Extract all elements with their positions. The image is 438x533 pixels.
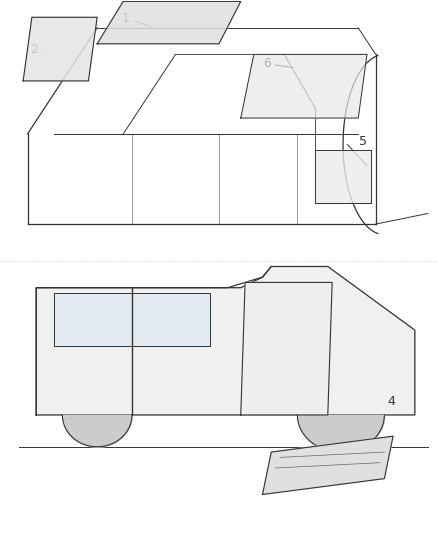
Text: 2: 2 <box>30 43 38 55</box>
Polygon shape <box>23 17 97 81</box>
Polygon shape <box>36 266 415 415</box>
Polygon shape <box>97 2 241 44</box>
Polygon shape <box>241 54 367 118</box>
Polygon shape <box>241 282 332 415</box>
Text: 4: 4 <box>387 395 395 408</box>
Text: 1: 1 <box>121 12 129 25</box>
Polygon shape <box>315 150 371 203</box>
Polygon shape <box>53 293 210 346</box>
Text: 5: 5 <box>359 135 367 148</box>
Polygon shape <box>262 436 393 495</box>
Text: 6: 6 <box>263 58 271 70</box>
